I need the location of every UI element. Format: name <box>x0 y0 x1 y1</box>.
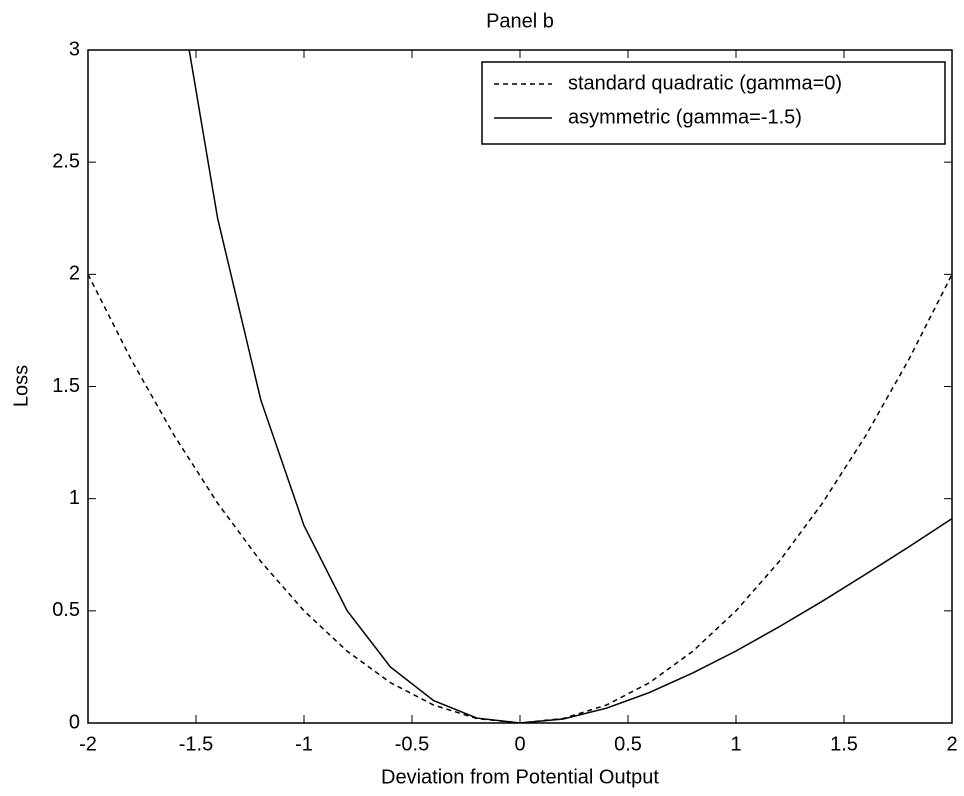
y-tick-label: 0 <box>69 711 80 733</box>
plot-area <box>88 50 952 723</box>
x-tick-label: -0.5 <box>395 733 429 755</box>
x-axis-label: Deviation from Potential Output <box>381 766 659 788</box>
x-tick-label: -1.5 <box>179 733 213 755</box>
plot-frame <box>87 49 953 724</box>
legend-box <box>481 61 946 145</box>
y-tick-label: 0.5 <box>52 599 80 621</box>
y-tick-label: 3 <box>69 38 80 60</box>
x-tick-label: 2 <box>946 733 957 755</box>
y-tick-label: 1 <box>69 487 80 509</box>
x-tick-label: 0.5 <box>614 733 642 755</box>
x-tick-label: 1 <box>730 733 741 755</box>
data-line <box>188 50 952 723</box>
legend-label: standard quadratic (gamma=0) <box>568 72 842 94</box>
data-line <box>88 273 952 723</box>
y-tick-label: 2 <box>69 263 80 285</box>
y-tick-label: 2.5 <box>52 150 80 172</box>
x-tick-label: 0 <box>514 733 525 755</box>
x-tick-label: 1.5 <box>830 733 858 755</box>
chart-title: Panel b <box>486 10 554 32</box>
y-axis-label: Loss <box>10 365 32 407</box>
x-tick-label: -2 <box>79 733 97 755</box>
y-tick-label: 1.5 <box>52 375 80 397</box>
x-tick-label: -1 <box>295 733 313 755</box>
legend: standard quadratic (gamma=0) asymmetric (… <box>481 61 946 145</box>
legend-label: asymmetric (gamma=-1.5) <box>568 106 802 128</box>
